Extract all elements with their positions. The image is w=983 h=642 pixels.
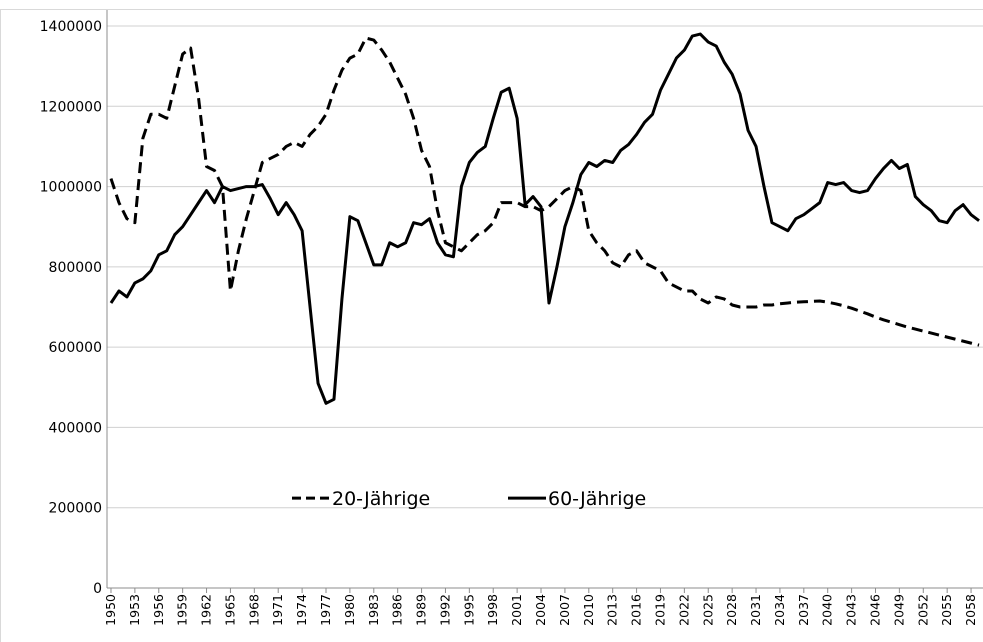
x-tick-label: 2049 [891,594,906,626]
chart-frame [0,9,983,642]
x-tick-label: 2031 [748,594,763,626]
x-tick-label: 1980 [342,594,357,626]
y-tick-label: 200000 [49,501,102,517]
x-tick-label: 1989 [414,594,429,626]
y-tick-label: 400000 [49,420,102,436]
x-tick-label: 2028 [724,594,739,626]
x-tick-label: 1965 [222,594,237,626]
x-tick-label: 1977 [318,594,333,626]
x-tick-label: 1968 [246,594,261,626]
x-tick-label: 2058 [963,594,978,626]
x-tick-label: 2040 [820,594,835,626]
y-tick-label: 800000 [49,260,102,276]
legend-label: 20-Jährige [332,488,430,510]
x-tick-label: 1992 [437,594,452,626]
x-tick-label: 2046 [867,594,882,626]
x-tick-label: 2013 [605,594,620,626]
y-tick-label: 1400000 [40,19,102,35]
x-tick-label: 2043 [844,594,859,626]
legend-label: 60-Jährige [548,488,646,510]
x-tick-label: 2055 [939,594,954,626]
x-tick-label: 1950 [103,594,118,626]
x-tick-label: 2025 [700,594,715,626]
x-tick-label: 2034 [772,594,787,626]
x-tick-label: 2001 [509,594,524,626]
x-tick-label: 1974 [294,594,309,626]
x-tick-label: 1986 [390,594,405,626]
x-tick-label: 1953 [127,594,142,626]
x-tick-label: 2016 [629,594,644,626]
x-tick-label: 1971 [270,594,285,626]
x-tick-label: 2004 [533,594,548,626]
x-tick-label: 1956 [151,594,166,626]
x-tick-label: 2007 [557,594,572,626]
series-line [109,36,980,347]
x-tick-label: 2037 [796,594,811,626]
x-tick-label: 1983 [366,594,381,626]
x-tick-label: 2052 [915,594,930,626]
y-tick-label: 1000000 [40,180,102,196]
x-tick-label: 1962 [199,594,214,626]
x-tick-label: 2019 [652,594,667,626]
y-tick-label: 0 [93,581,102,597]
y-tick-label: 1200000 [40,99,102,115]
x-tick-label: 1998 [485,594,500,626]
x-tick-label: 1959 [175,594,190,626]
y-tick-label: 600000 [49,340,102,356]
x-tick-label: 1995 [461,594,476,626]
x-tick-label: 2010 [581,594,596,626]
series-line [109,32,980,405]
x-tick-label: 2022 [676,594,691,626]
